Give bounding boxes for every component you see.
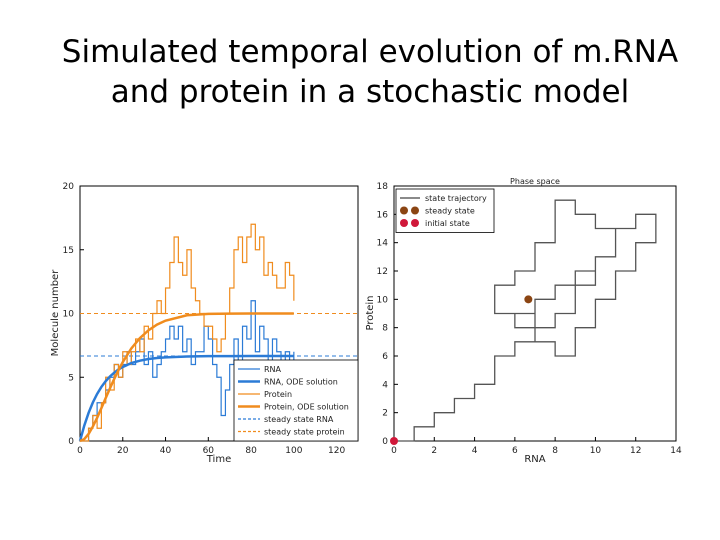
x-tick-label: 4	[472, 446, 478, 456]
legend-label: Protein	[264, 390, 292, 399]
y-tick-label: 4	[382, 380, 388, 390]
state-trajectory	[394, 199, 657, 442]
x-tick-label: 10	[590, 446, 602, 456]
initial-state-point	[390, 437, 398, 445]
y-axis-label: Protein	[365, 295, 376, 330]
legend-swatch	[400, 206, 408, 215]
y-tick-label: 2	[382, 409, 388, 419]
legend-label: Protein, ODE solution	[264, 403, 349, 412]
y-tick-label: 10	[63, 310, 75, 320]
slide-title-line1: Simulated temporal evolution of m.RNA	[61, 34, 679, 70]
y-tick-label: 15	[63, 246, 74, 256]
legend-label: steady state protein	[264, 428, 345, 437]
x-tick-label: 14	[670, 446, 682, 456]
y-tick-label: 14	[377, 239, 389, 249]
x-tick-label: 80	[245, 446, 257, 456]
x-tick-label: 0	[77, 446, 83, 456]
x-axis-label: Time	[206, 454, 231, 465]
x-tick-label: 120	[328, 446, 345, 456]
protein-trajectory	[80, 223, 295, 442]
y-tick-label: 16	[377, 210, 389, 220]
x-tick-label: 100	[285, 446, 302, 456]
legend-label: RNA, ODE solution	[264, 378, 338, 387]
slide-title-line2: and protein in a stochastic model	[110, 74, 630, 110]
x-axis-label: RNA	[524, 454, 545, 465]
x-tick-label: 8	[552, 446, 558, 456]
legend-label: initial state	[425, 219, 470, 228]
y-tick-label: 10	[377, 295, 389, 305]
x-tick-label: 20	[117, 446, 129, 456]
legend-label: RNA	[264, 365, 282, 374]
x-tick-label: 6	[512, 446, 518, 456]
legend-swatch	[411, 219, 419, 227]
x-tick-label: 0	[391, 446, 397, 456]
protein-ode-curve	[79, 312, 294, 443]
x-tick-label: 12	[630, 446, 641, 456]
y-tick-label: 20	[63, 182, 75, 192]
legend-label: state trajectory	[425, 194, 487, 203]
legend-label: steady state RNA	[264, 415, 334, 424]
legend-box	[233, 359, 359, 442]
y-tick-label: 8	[382, 324, 388, 334]
slide-title: Simulated temporal evolution of m.RNA an…	[40, 32, 700, 112]
x-tick-label: 60	[203, 446, 215, 456]
steady-state-point	[524, 295, 533, 304]
phase-space-title: Phase space	[510, 177, 560, 186]
y-tick-label: 18	[377, 182, 389, 192]
x-tick-label: 2	[431, 446, 437, 456]
y-tick-label: 5	[68, 373, 74, 383]
y-tick-label: 0	[382, 437, 388, 447]
legend-swatch	[400, 219, 408, 227]
y-tick-label: 0	[68, 437, 74, 447]
x-tick-label: 40	[160, 446, 172, 456]
y-axis-label: Molecule number	[50, 269, 61, 357]
y-tick-label: 12	[377, 267, 388, 277]
legend-label: steady state	[425, 207, 475, 216]
y-tick-label: 6	[382, 352, 388, 362]
rna-ode-curve	[78, 354, 294, 442]
legend-swatch	[411, 206, 419, 215]
